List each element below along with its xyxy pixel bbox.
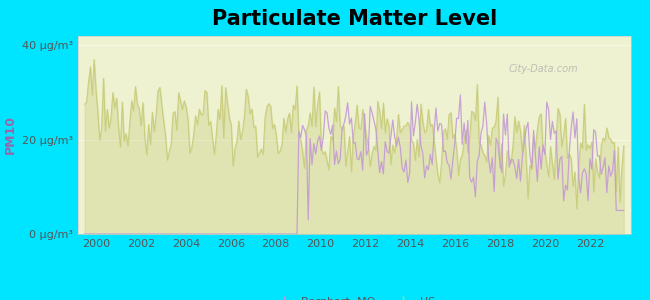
Title: Particulate Matter Level: Particulate Matter Level xyxy=(212,9,497,29)
Y-axis label: PM10: PM10 xyxy=(3,116,16,154)
Legend: Barnhart, MO, US: Barnhart, MO, US xyxy=(269,293,439,300)
Text: City-Data.com: City-Data.com xyxy=(509,64,578,74)
